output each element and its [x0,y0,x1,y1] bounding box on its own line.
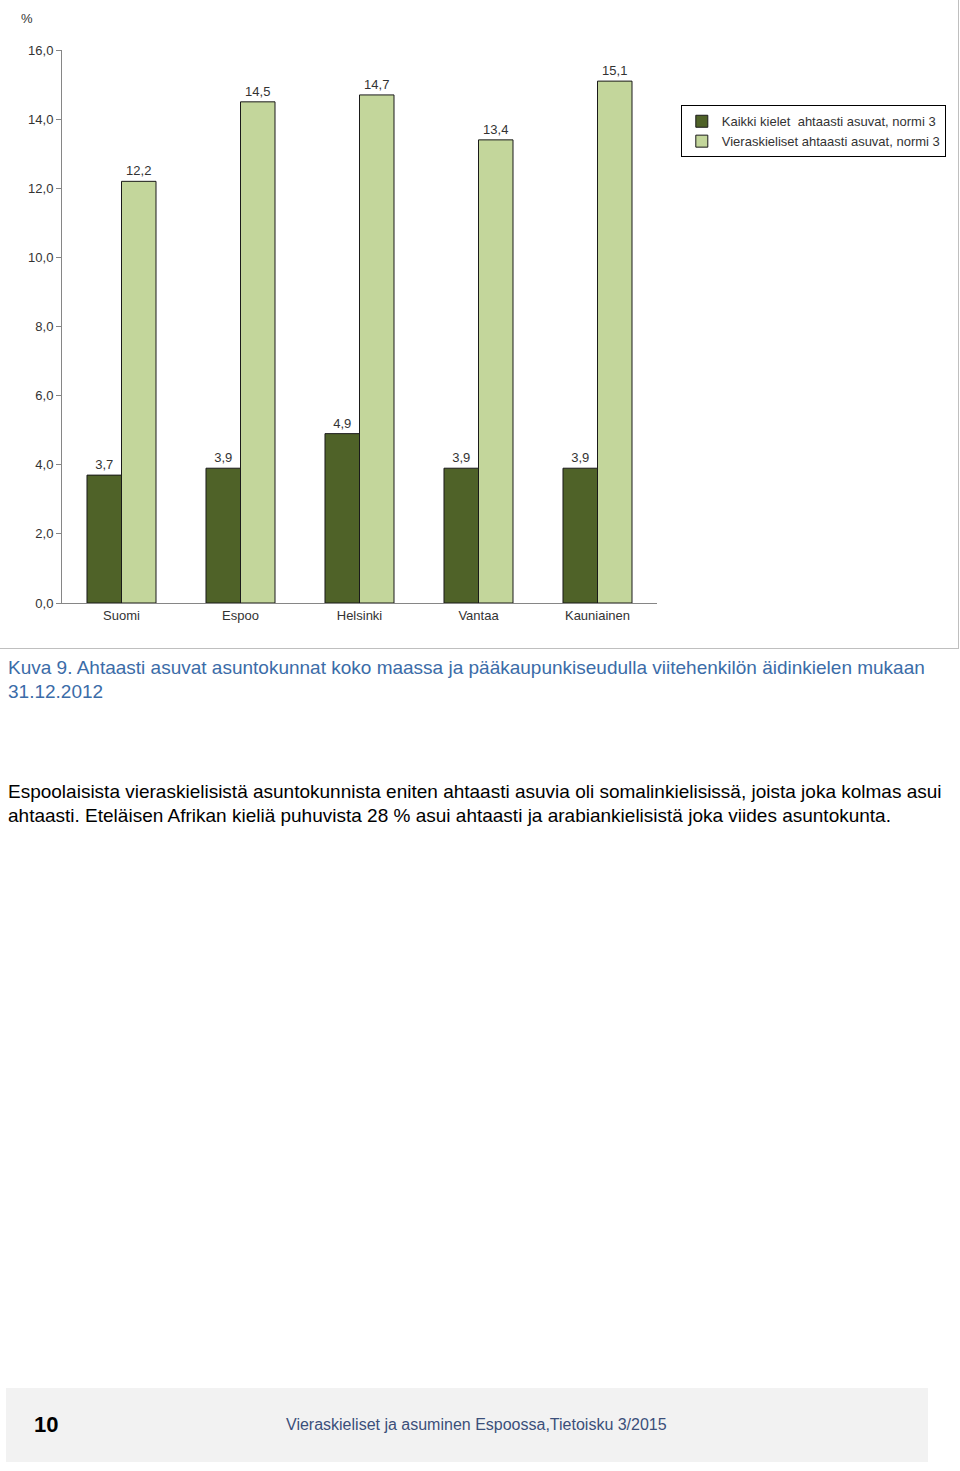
svg-text:3,9: 3,9 [571,450,589,465]
svg-text:8,0: 8,0 [35,319,53,334]
svg-text:4,0: 4,0 [35,457,53,472]
svg-text:Helsinki: Helsinki [337,608,383,623]
html-text:Kuva 9. Ahtaasti asuvat asunto: Kuva 9. Ahtaasti asuvat asuntokunnat kok… [8,657,925,702]
svg-text:3,9: 3,9 [214,450,232,465]
svg-text:14,7: 14,7 [364,77,389,92]
svg-text:2,0: 2,0 [35,526,53,541]
svg-text:16,0: 16,0 [28,43,53,58]
svg-text:15,1: 15,1 [602,63,627,78]
svg-text:Kaikki kielet ahtaasti asuvat: Kaikki kielet ahtaasti asuvat, normi 3 [722,114,936,129]
svg-text:Vieraskieliset ahtaasti asuvat: Vieraskieliset ahtaasti asuvat, normi 3 [722,134,940,149]
html-text:10: 10 [34,1412,59,1437]
html-text:Vieraskieliset ja asuminen Esp: Vieraskieliset ja asuminen Espoossa,Tiet… [286,1416,667,1433]
svg-text:6,0: 6,0 [35,388,53,403]
svg-text:Suomi: Suomi [103,608,140,623]
svg-text:3,7: 3,7 [95,457,113,472]
svg-text:%: % [21,11,33,26]
svg-text:12,2: 12,2 [126,163,151,178]
svg-text:10,0: 10,0 [28,250,53,265]
svg-text:0,0: 0,0 [35,596,53,611]
svg-text:Vantaa: Vantaa [458,608,499,623]
svg-text:14,5: 14,5 [245,84,270,99]
svg-text:4,9: 4,9 [333,416,351,431]
svg-text:Espoo: Espoo [222,608,259,623]
svg-text:13,4: 13,4 [483,122,508,137]
svg-text:12,0: 12,0 [28,181,53,196]
html-text:Espoolaisista vieraskielisistä: Espoolaisista vieraskielisistä asuntokun… [8,781,942,826]
svg-text:Kauniainen: Kauniainen [565,608,630,623]
svg-text:3,9: 3,9 [452,450,470,465]
svg-text:14,0: 14,0 [28,112,53,127]
